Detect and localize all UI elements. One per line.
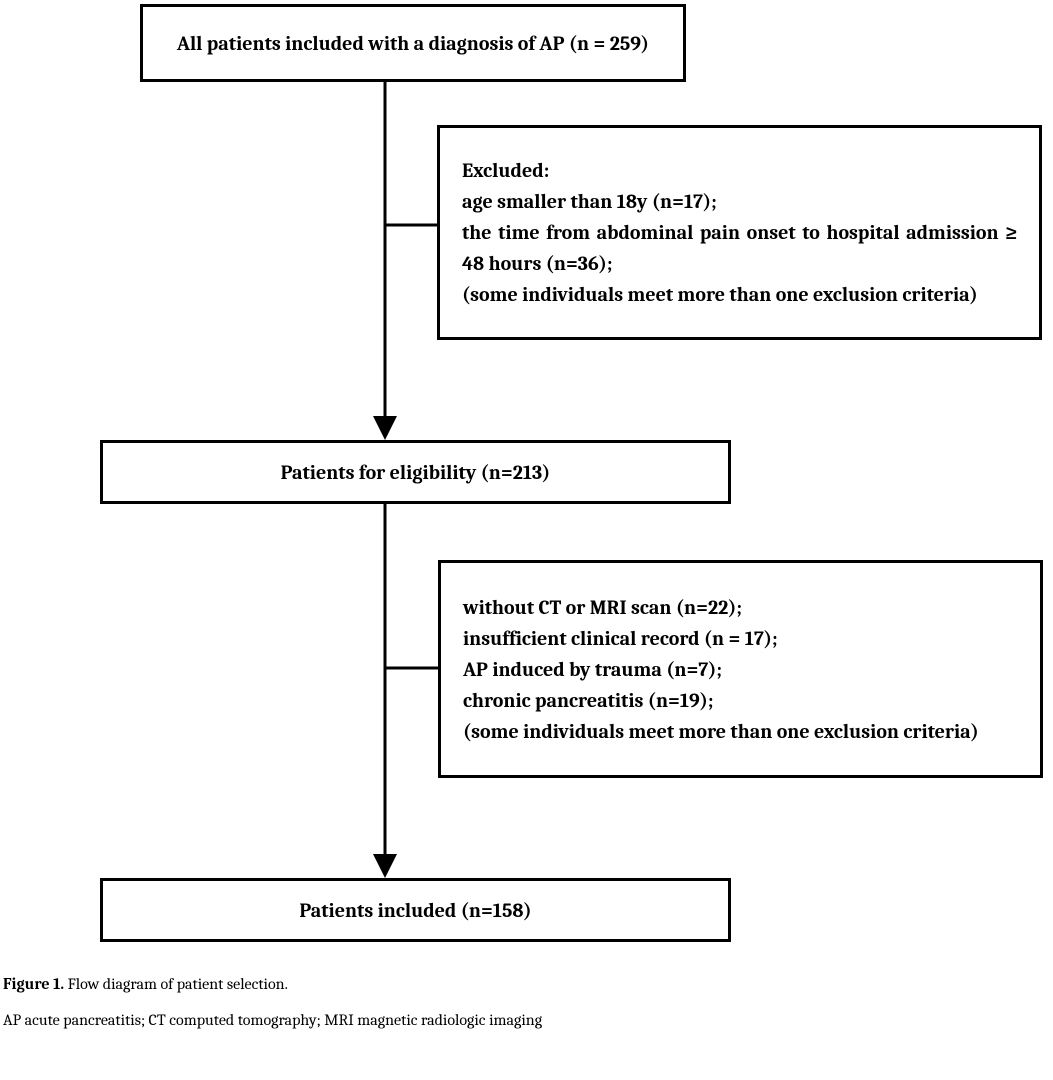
node-included: Patients included (n=158) <box>100 878 731 942</box>
flow-diagram-page: All patients included with a diagnosis o… <box>0 0 1053 1080</box>
ex2-line-3: chronic pancreatitis (n=19); <box>463 685 1018 716</box>
ex1-line-3: (some individuals meet more than one exc… <box>462 279 1017 310</box>
node-eligibility: Patients for eligibility (n=213) <box>100 440 731 504</box>
node-included-label: Patients included (n=158) <box>299 895 531 926</box>
figure-number: Figure 1. <box>3 975 64 993</box>
node-exclusion-2: without CT or MRI scan (n=22); insuffici… <box>438 560 1043 778</box>
node-eligibility-label: Patients for eligibility (n=213) <box>281 457 551 488</box>
ex1-line-2: the time from abdominal pain onset to ho… <box>462 217 1017 279</box>
node-exclusion-1: Excluded: age smaller than 18y (n=17); t… <box>437 125 1042 340</box>
ex2-line-2: AP induced by trauma (n=7); <box>463 654 1018 685</box>
ex1-line-0: Excluded: <box>462 155 1017 186</box>
figure-caption: Figure 1. Flow diagram of patient select… <box>3 972 288 997</box>
ex2-line-0: without CT or MRI scan (n=22); <box>463 592 1018 623</box>
node-exclusion-1-text: Excluded: age smaller than 18y (n=17); t… <box>462 155 1017 310</box>
node-all-patients-label: All patients included with a diagnosis o… <box>177 28 649 59</box>
figure-title: Flow diagram of patient selection. <box>68 975 288 993</box>
node-exclusion-2-text: without CT or MRI scan (n=22); insuffici… <box>463 592 1018 747</box>
node-all-patients: All patients included with a diagnosis o… <box>140 4 686 82</box>
ex2-line-4: (some individuals meet more than one exc… <box>463 716 1018 747</box>
ex1-line-1: age smaller than 18y (n=17); <box>462 186 1017 217</box>
figure-abbrev: AP acute pancreatitis; CT computed tomog… <box>3 1008 542 1033</box>
ex2-line-1: insufficient clinical record (n = 17); <box>463 623 1018 654</box>
